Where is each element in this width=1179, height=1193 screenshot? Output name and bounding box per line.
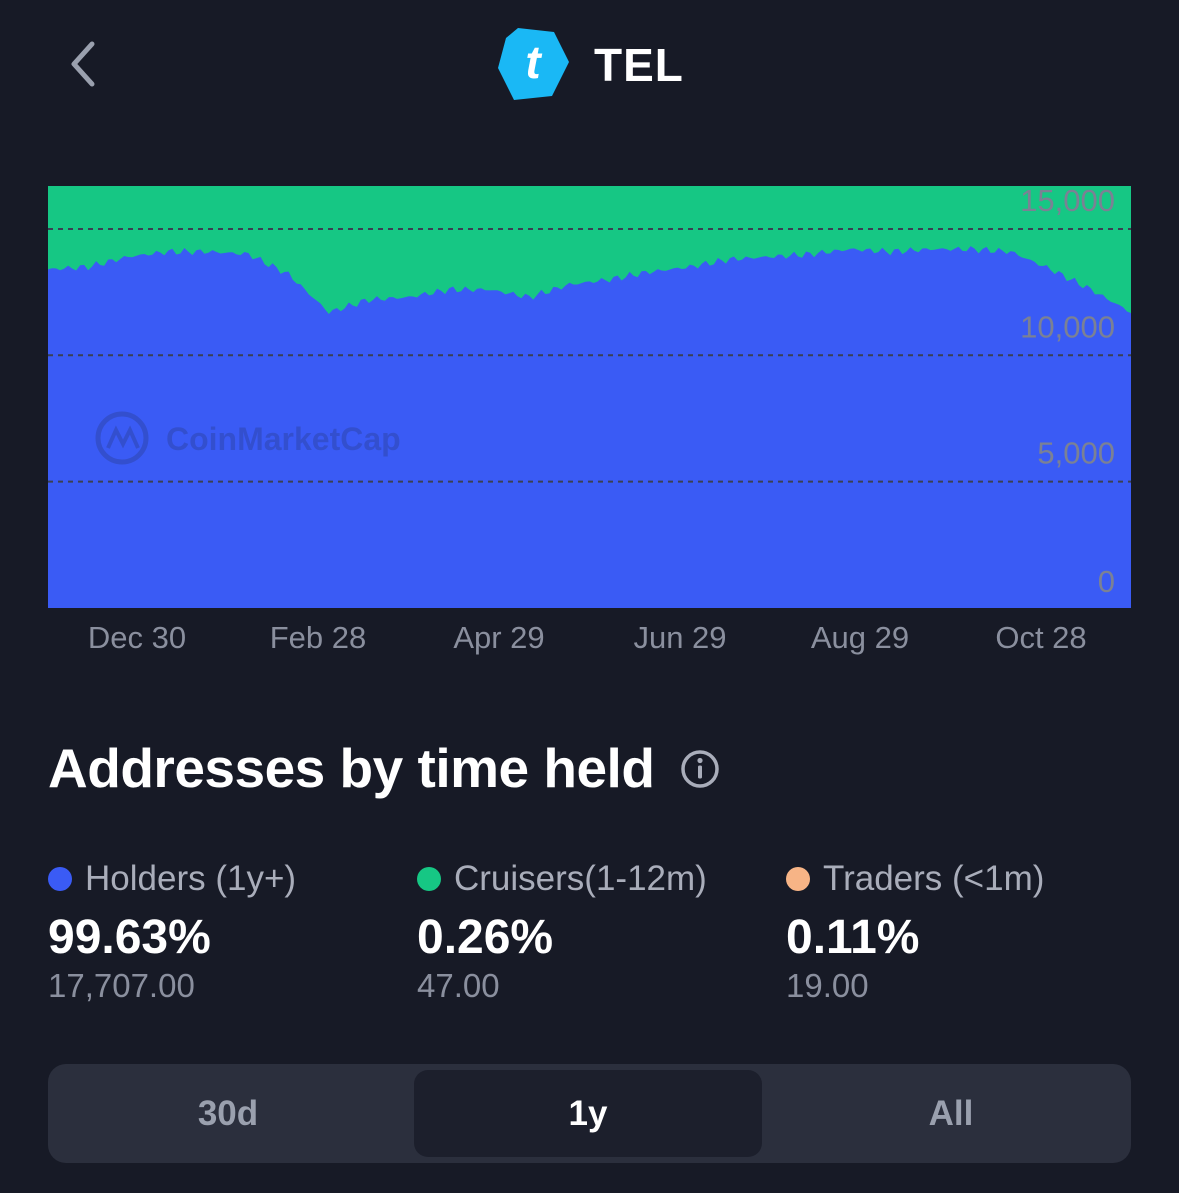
logo-letter: t <box>525 36 542 88</box>
tab-all[interactable]: All <box>928 1093 974 1133</box>
x-tick-label: Feb 28 <box>269 620 367 655</box>
stat-percent: 0.26% <box>417 911 554 964</box>
stat-count: 17,707.00 <box>48 967 195 1004</box>
info-icon[interactable] <box>679 748 721 790</box>
y-tick-label: 15,000 <box>1020 186 1115 218</box>
y-tick-label: 5,000 <box>1037 436 1115 471</box>
x-axis: Dec 30 Feb 28 Apr 29 Jun 29 Aug 29 Oct 28 <box>0 620 1179 664</box>
stat-percent: 99.63% <box>48 911 211 964</box>
stat-label: Cruisers(1-12m) <box>454 859 707 898</box>
x-tick-label: Apr 29 <box>453 620 545 655</box>
coinmarketcap-icon <box>95 411 149 465</box>
stat-count: 47.00 <box>417 967 500 1004</box>
cruisers-dot <box>417 867 441 891</box>
x-tick-label: Dec 30 <box>87 620 187 655</box>
watermark-text: CoinMarketCap <box>166 421 401 457</box>
holders-dot <box>48 867 72 891</box>
coin-symbol: TEL <box>594 39 684 91</box>
back-button[interactable] <box>58 36 114 92</box>
y-axis-labels: 0 5,000 10,000 15,000 <box>1020 186 1115 599</box>
stat-label: Holders (1y+) <box>85 859 297 898</box>
section-title: Addresses by time held <box>48 737 655 799</box>
stat-label: Traders (<1m) <box>823 859 1045 898</box>
chevron-left-icon <box>71 41 95 87</box>
x-tick-label: Aug 29 <box>810 620 910 655</box>
tab-30d[interactable]: 30d <box>197 1093 259 1133</box>
time-range-selector: 30d 1y All <box>48 1064 1131 1163</box>
series-area-holders <box>48 246 1131 608</box>
y-tick-label: 10,000 <box>1020 309 1115 344</box>
stat-percent: 0.11% <box>786 911 920 964</box>
tab-1y[interactable]: 1y <box>414 1070 762 1157</box>
traders-dot <box>786 867 810 891</box>
coin-logo: t <box>496 26 570 102</box>
x-tick-label: Oct 28 <box>995 620 1087 655</box>
holders-area-chart: CoinMarketCap 0 5,000 10,000 15,000 <box>48 186 1131 608</box>
watermark: CoinMarketCap <box>95 411 401 465</box>
stat-traders: Traders (<1m) 0.11% 19.00 <box>786 858 1126 1006</box>
stat-holders: Holders (1y+) 99.63% 17,707.00 <box>48 858 388 1006</box>
grid-lines <box>48 227 1131 483</box>
y-tick-label: 0 <box>1098 564 1115 599</box>
stat-cruisers: Cruisers(1-12m) 0.26% 47.00 <box>417 858 757 1006</box>
x-tick-label: Jun 29 <box>633 620 727 655</box>
header: t TEL <box>0 0 1179 130</box>
stat-count: 19.00 <box>786 967 869 1004</box>
